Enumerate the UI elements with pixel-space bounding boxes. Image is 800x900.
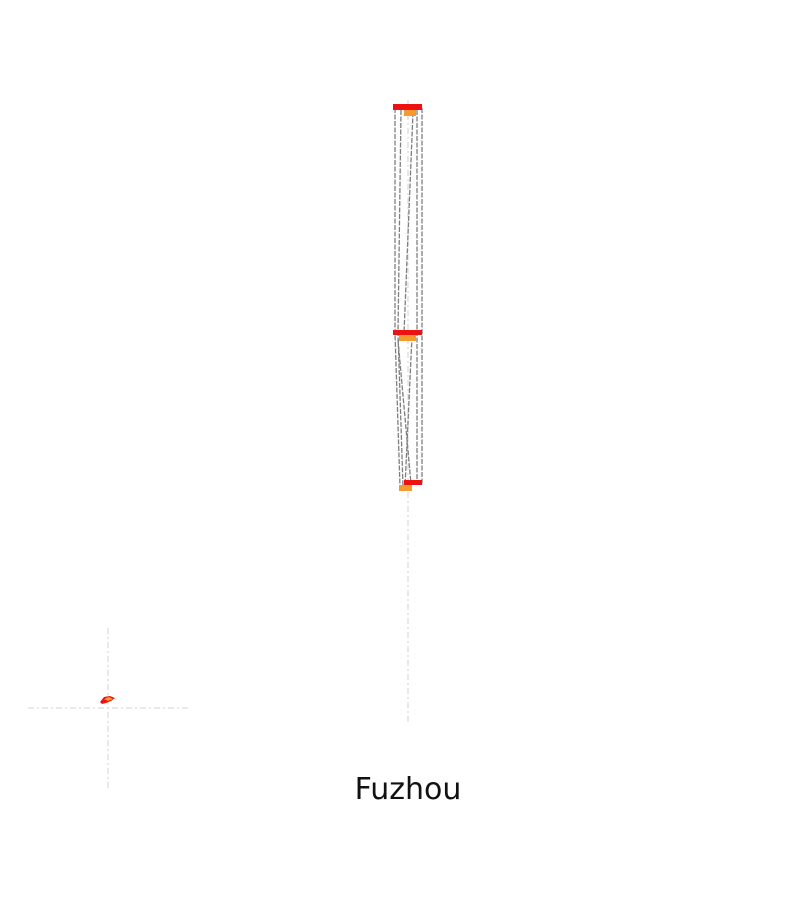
city-name-label: Fuzhou	[354, 772, 462, 807]
locator-inset	[28, 628, 188, 788]
feature-markers	[393, 104, 422, 491]
outline-cross-lower	[397, 339, 412, 485]
bottom-marker	[404, 480, 422, 485]
outline-inner-diagonal-lower	[404, 335, 413, 488]
bottom-marker-accent	[399, 485, 412, 491]
middle-marker-accent	[399, 335, 416, 341]
locator-marker-accent	[104, 697, 113, 701]
outline-left-edge	[394, 108, 401, 488]
middle-marker	[393, 330, 422, 335]
top-marker	[393, 104, 422, 110]
outline-inner-diagonal-upper	[403, 111, 414, 334]
top-marker-accent	[404, 110, 416, 116]
